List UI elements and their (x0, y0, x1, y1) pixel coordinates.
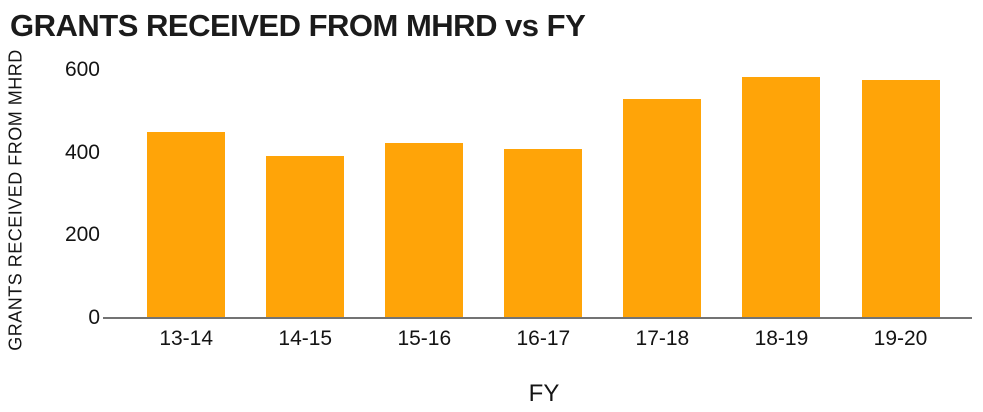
x-tick-label: 17-18 (635, 327, 690, 350)
bar-18-19 (742, 77, 821, 318)
y-tick-label: 200 (64, 223, 100, 247)
x-tick-label: 13-14 (159, 327, 214, 350)
y-tick-label: 600 (64, 58, 100, 81)
x-axis-line (103, 317, 972, 319)
chart-title: GRANTS RECEIVED FROM MHRD vs FY (10, 8, 586, 43)
y-axis-title: GRANTS RECEIVED FROM MHRD (5, 49, 26, 351)
y-tick-label: 0 (88, 306, 100, 329)
bar-15-16 (385, 143, 464, 318)
bar-17-18 (623, 99, 702, 318)
x-tick-label: 14-15 (278, 327, 333, 350)
x-tick-label: 16-17 (516, 327, 571, 350)
x-tick-label: 19-20 (873, 327, 928, 350)
x-tick-label: 18-19 (754, 327, 809, 350)
bar-16-17 (504, 148, 583, 318)
bar-13-14 (147, 132, 226, 318)
bar-14-15 (266, 155, 345, 318)
x-axis-title: FY (528, 380, 560, 407)
y-tick-label: 400 (64, 140, 100, 164)
bar-19-20 (861, 80, 940, 318)
x-tick-label: 15-16 (397, 327, 452, 350)
